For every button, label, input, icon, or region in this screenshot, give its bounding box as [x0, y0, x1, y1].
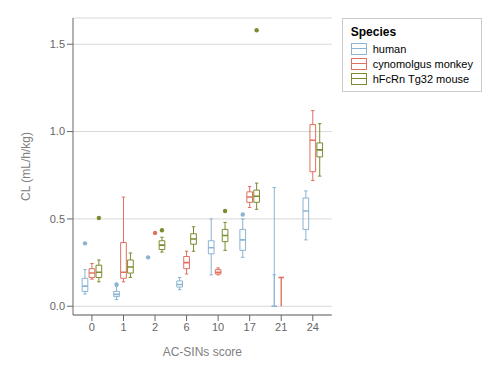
svg-text:1.5: 1.5 [50, 38, 65, 50]
svg-text:0.0: 0.0 [50, 300, 65, 312]
svg-text:1.0: 1.0 [50, 125, 65, 137]
svg-text:CL (mL/h/kg): CL (mL/h/kg) [19, 132, 33, 201]
svg-text:0.5: 0.5 [50, 213, 65, 225]
svg-text:0: 0 [89, 321, 95, 333]
svg-text:17: 17 [244, 321, 256, 333]
html-text:human: human [372, 43, 407, 55]
html-text:hFcRn Tg32 mouse: hFcRn Tg32 mouse [372, 73, 470, 85]
html-text:Species: Species [350, 25, 397, 39]
svg-text:21: 21 [275, 321, 287, 333]
html-text:cynomolgus monkey: cynomolgus monkey [372, 58, 473, 70]
svg-text:2: 2 [152, 321, 158, 333]
svg-text:1: 1 [120, 321, 126, 333]
svg-text:10: 10 [212, 321, 224, 333]
svg-text:6: 6 [184, 321, 190, 333]
svg-text:24: 24 [307, 321, 319, 333]
svg-text:AC-SINs score: AC-SINs score [163, 345, 243, 359]
